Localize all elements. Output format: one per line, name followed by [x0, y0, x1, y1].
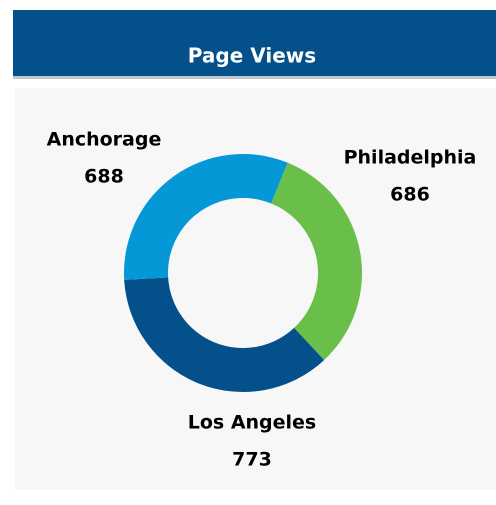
donut-slice: [271, 162, 363, 361]
donut-slice: [124, 277, 325, 393]
slice-label: Los Angeles: [188, 412, 317, 434]
slice-value: 688: [84, 166, 124, 188]
slice-label: Philadelphia: [344, 147, 477, 169]
slice-label: Anchorage: [47, 129, 162, 151]
header-bar: [13, 10, 496, 76]
slice-value: 686: [390, 184, 430, 206]
header-shadow: [13, 76, 496, 79]
chart-title: Page Views: [188, 44, 316, 68]
donut-slice: [124, 153, 288, 280]
slice-value: 773: [232, 449, 272, 471]
